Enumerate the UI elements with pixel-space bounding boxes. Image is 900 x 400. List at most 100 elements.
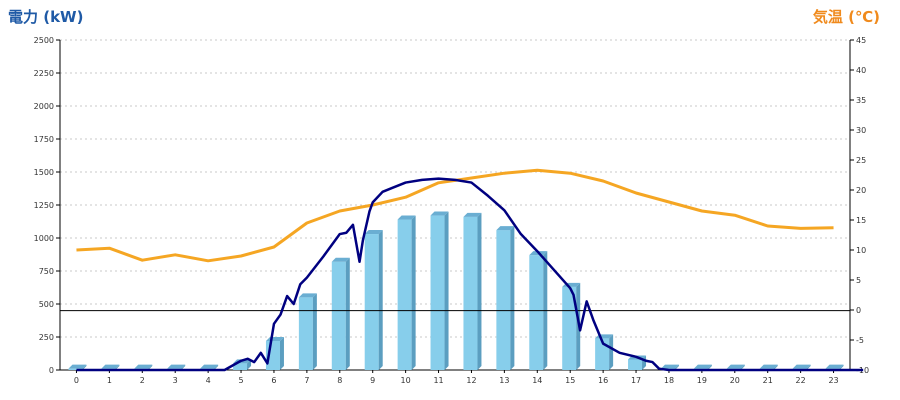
- bar: [496, 230, 511, 370]
- right-tick-label: 15: [856, 216, 866, 225]
- bar-top: [726, 364, 745, 369]
- x-tick-label: 0: [74, 376, 79, 385]
- bar-top: [496, 226, 515, 231]
- x-tick-label: 19: [697, 376, 707, 385]
- right-tick-label: 5: [856, 276, 861, 285]
- bar: [331, 261, 346, 370]
- right-tick-label: 10: [856, 246, 866, 255]
- x-tick-label: 2: [140, 376, 145, 385]
- right-tick-label: 25: [856, 156, 866, 165]
- bar-side: [82, 364, 87, 370]
- right-tick-label: 35: [856, 96, 866, 105]
- x-tick-label: 18: [664, 376, 674, 385]
- bar-side: [773, 364, 778, 370]
- x-tick-label: 16: [598, 376, 608, 385]
- bar-top: [331, 257, 350, 262]
- bar: [529, 255, 544, 370]
- bar-side: [247, 359, 252, 370]
- bar-side: [839, 364, 844, 370]
- bar-top: [167, 364, 186, 369]
- bar-top: [825, 364, 844, 369]
- bar-top: [134, 364, 153, 369]
- bar-side: [444, 211, 449, 370]
- left-tick-label: 500: [39, 300, 54, 309]
- right-tick-label: 0: [856, 306, 861, 315]
- left-tick-label: 1000: [34, 234, 54, 243]
- left-tick-label: 0: [49, 366, 54, 375]
- bar-side: [674, 364, 679, 370]
- right-tick-label: -5: [856, 336, 864, 345]
- right-tick-label: 40: [856, 66, 866, 75]
- bar-top: [660, 364, 679, 369]
- x-tick-label: 9: [370, 376, 375, 385]
- bar-side: [378, 230, 383, 370]
- x-tick-label: 10: [401, 376, 411, 385]
- bar-top: [364, 230, 383, 235]
- left-tick-label: 1750: [34, 135, 54, 144]
- bar-side: [214, 364, 219, 370]
- bar-side: [148, 364, 153, 370]
- bar-top: [759, 364, 778, 369]
- bar: [68, 368, 83, 370]
- x-tick-label: 12: [466, 376, 476, 385]
- bar-side: [740, 364, 745, 370]
- bar: [562, 286, 577, 370]
- left-tick-label: 1250: [34, 201, 54, 210]
- bar-top: [792, 364, 811, 369]
- bar-side: [477, 212, 482, 370]
- x-tick-label: 22: [796, 376, 806, 385]
- left-tick-label: 2000: [34, 102, 54, 111]
- x-tick-label: 15: [565, 376, 575, 385]
- x-tick-label: 21: [763, 376, 773, 385]
- x-tick-label: 3: [173, 376, 178, 385]
- bar-side: [345, 257, 350, 370]
- x-tick-label: 1: [107, 376, 112, 385]
- bar: [463, 216, 478, 370]
- right-tick-label: 45: [856, 36, 866, 45]
- bar-top: [430, 211, 449, 216]
- left-tick-label: 2250: [34, 69, 54, 78]
- bar: [397, 219, 412, 370]
- bar-top: [200, 364, 219, 369]
- bar-top: [397, 215, 416, 220]
- x-tick-label: 5: [238, 376, 243, 385]
- x-tick-label: 23: [828, 376, 838, 385]
- bar: [628, 359, 643, 370]
- bar-top: [68, 364, 87, 369]
- x-tick-label: 6: [271, 376, 276, 385]
- left-tick-label: 2500: [34, 36, 54, 45]
- left-tick-label: 750: [39, 267, 54, 276]
- bar-side: [806, 364, 811, 370]
- right-axis-title: 気温 (℃): [812, 8, 880, 26]
- x-tick-label: 11: [433, 376, 443, 385]
- bar-side: [411, 215, 416, 370]
- left-tick-label: 250: [39, 333, 54, 342]
- x-tick-label: 17: [631, 376, 641, 385]
- x-tick-label: 13: [499, 376, 509, 385]
- left-tick-label: 1500: [34, 168, 54, 177]
- bar: [298, 297, 313, 370]
- right-tick-label: 20: [856, 186, 866, 195]
- bar-side: [279, 336, 284, 370]
- bar: [430, 215, 445, 370]
- bar-top: [298, 293, 317, 298]
- bar-top: [463, 212, 482, 217]
- bar-side: [609, 334, 614, 370]
- temperature-line: [76, 168, 834, 263]
- bar-top: [693, 364, 712, 369]
- x-tick-label: 8: [337, 376, 342, 385]
- bar-side: [312, 293, 317, 370]
- bar-side: [115, 364, 120, 370]
- right-tick-label: 30: [856, 126, 866, 135]
- x-tick-label: 7: [304, 376, 309, 385]
- bar: [233, 363, 248, 370]
- bar-side: [510, 226, 515, 370]
- bar: [364, 234, 379, 370]
- x-tick-label: 14: [532, 376, 542, 385]
- x-tick-label: 20: [730, 376, 740, 385]
- x-tick-label: 4: [206, 376, 211, 385]
- bar-top: [101, 364, 120, 369]
- bar-side: [707, 364, 712, 370]
- power-line: [76, 177, 864, 372]
